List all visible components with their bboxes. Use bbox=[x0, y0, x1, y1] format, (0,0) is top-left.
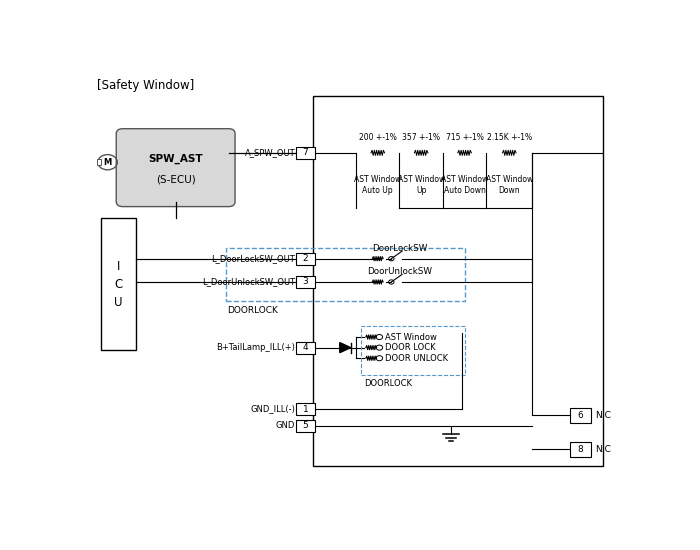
Polygon shape bbox=[340, 343, 351, 353]
Text: N.C: N.C bbox=[595, 411, 610, 420]
Text: DoorUnlockSW: DoorUnlockSW bbox=[367, 267, 432, 277]
Text: 357 +-1%: 357 +-1% bbox=[402, 133, 440, 142]
Bar bbox=[296, 253, 315, 265]
Text: I
C
U: I C U bbox=[114, 260, 123, 309]
Bar bbox=[226, 248, 465, 301]
Bar bbox=[101, 218, 136, 350]
Bar bbox=[296, 147, 315, 159]
Text: 8: 8 bbox=[578, 445, 584, 454]
Text: 200 +-1%: 200 +-1% bbox=[359, 133, 397, 142]
Text: L_DoorLockSW_OUT: L_DoorLockSW_OUT bbox=[211, 254, 295, 263]
Text: (S-ECU): (S-ECU) bbox=[156, 174, 195, 184]
Text: GND_ILL(-): GND_ILL(-) bbox=[251, 405, 295, 414]
Bar bbox=[296, 342, 315, 354]
Text: AST Window
Auto Up: AST Window Auto Up bbox=[354, 174, 401, 195]
Text: 3: 3 bbox=[302, 278, 309, 287]
Text: DOORLOCK: DOORLOCK bbox=[228, 306, 279, 315]
Text: 715 +-1%: 715 +-1% bbox=[446, 133, 484, 142]
Text: 1: 1 bbox=[302, 405, 309, 414]
Text: DOOR LOCK: DOOR LOCK bbox=[385, 343, 435, 352]
Text: DoorLockSW: DoorLockSW bbox=[372, 244, 427, 253]
Text: DOORLOCK: DOORLOCK bbox=[364, 378, 412, 388]
Bar bbox=[570, 442, 591, 457]
Text: SPW_AST: SPW_AST bbox=[148, 153, 203, 164]
Text: 4: 4 bbox=[303, 343, 309, 352]
Bar bbox=[296, 403, 315, 415]
Text: A_SPW_OUT: A_SPW_OUT bbox=[245, 148, 295, 157]
Text: 6: 6 bbox=[578, 411, 584, 420]
Text: AST Window
Down: AST Window Down bbox=[486, 174, 533, 195]
Text: GND: GND bbox=[276, 421, 295, 431]
Text: M: M bbox=[104, 158, 112, 167]
Bar bbox=[313, 96, 603, 466]
Text: L_DoorUnlockSW_OUT: L_DoorUnlockSW_OUT bbox=[202, 278, 295, 287]
Text: N.C: N.C bbox=[595, 445, 610, 454]
Text: 2.15K +-1%: 2.15K +-1% bbox=[486, 133, 532, 142]
Text: AST Window: AST Window bbox=[385, 333, 437, 342]
Text: AST Window
Up: AST Window Up bbox=[398, 174, 444, 195]
Bar bbox=[97, 160, 101, 165]
Bar bbox=[570, 408, 591, 423]
Bar bbox=[296, 420, 315, 432]
Bar bbox=[296, 276, 315, 288]
Text: DOOR UNLOCK: DOOR UNLOCK bbox=[385, 354, 448, 362]
Text: [Safety Window]: [Safety Window] bbox=[97, 79, 195, 92]
Bar bbox=[361, 327, 465, 375]
Text: 2: 2 bbox=[303, 254, 309, 263]
Text: AST Window
Auto Down: AST Window Auto Down bbox=[441, 174, 488, 195]
Text: 5: 5 bbox=[302, 421, 309, 431]
Text: 7: 7 bbox=[302, 148, 309, 157]
FancyBboxPatch shape bbox=[116, 129, 235, 207]
Text: B+TailLamp_ILL(+): B+TailLamp_ILL(+) bbox=[216, 343, 295, 352]
